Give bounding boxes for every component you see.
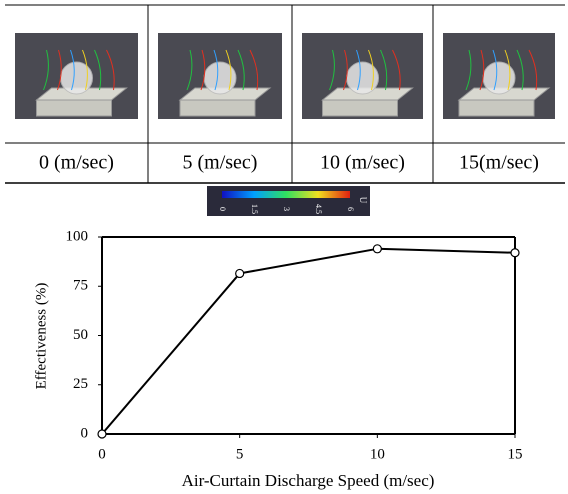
streamline — [492, 49, 498, 91]
building-front — [322, 99, 398, 117]
data-line — [101, 247, 516, 435]
x-tick-label: 10 — [370, 446, 385, 462]
colorbar-gradient — [222, 191, 350, 198]
streamline — [94, 49, 102, 91]
colorbar-tick-label: 6 — [346, 207, 355, 211]
x-tick-label: 15 — [508, 446, 523, 462]
streamline — [82, 49, 88, 91]
streamline — [392, 49, 401, 91]
panel-label: 10 (m/sec) — [320, 152, 405, 174]
streamline — [70, 49, 75, 91]
streamline — [57, 49, 62, 91]
streamline — [479, 49, 485, 91]
colorbar-label: U — [358, 197, 368, 204]
chart: Air-Curtain Discharge Speed (m/sec) Effe… — [33, 228, 522, 489]
streamline — [343, 49, 348, 91]
streamline — [249, 49, 259, 91]
panel-label: 5 (m/sec) — [183, 152, 258, 174]
x-axis-label: Air-Curtain Discharge Speed (m/sec) — [182, 471, 435, 490]
colorbar-tick-label: 4.5 — [314, 204, 323, 214]
building-front — [458, 99, 535, 117]
colorbar-tick-label: 1.5 — [250, 204, 259, 214]
streamline — [528, 49, 538, 91]
building-front — [36, 99, 112, 117]
y-tick-label: 100 — [66, 228, 89, 244]
x-tick-label: 0 — [98, 446, 106, 462]
streamline — [356, 49, 361, 91]
streamline — [516, 49, 524, 91]
streamline — [200, 49, 206, 91]
colorbar-bg — [207, 186, 370, 216]
panel-row: 0 (m/sec) 5 (m/sec) 10 (m/sec) 15(m/sec) — [5, 4, 565, 184]
streamline — [186, 49, 193, 91]
data-point — [510, 248, 520, 258]
data-point — [372, 244, 382, 254]
data-point — [97, 429, 107, 439]
panel-label: 15(m/sec) — [459, 152, 539, 174]
streamline — [368, 49, 374, 91]
data-point — [235, 268, 245, 279]
streamline — [225, 49, 232, 91]
colorbar: U 0 1.5 3 4.5 6 — [207, 186, 370, 216]
streamline — [43, 49, 49, 91]
y-tick-label: 0 — [81, 425, 89, 441]
y-axis-label: Effectiveness (%) — [33, 283, 49, 390]
streamline — [213, 49, 219, 91]
streamline — [380, 49, 388, 91]
y-tick-label: 25 — [73, 376, 88, 392]
building-front — [179, 99, 256, 117]
streamline — [106, 49, 115, 91]
streamline — [465, 49, 472, 91]
streamline — [504, 49, 511, 91]
x-tick-label: 5 — [236, 446, 244, 462]
y-tick-label: 50 — [73, 327, 88, 343]
colorbar-tick-label: 3 — [282, 207, 291, 211]
streamline — [237, 49, 245, 91]
panel-label: 0 (m/sec) — [39, 152, 114, 174]
y-tick-label: 75 — [73, 278, 88, 294]
colorbar-tick-label: 0 — [218, 207, 227, 211]
streamline — [329, 49, 335, 91]
